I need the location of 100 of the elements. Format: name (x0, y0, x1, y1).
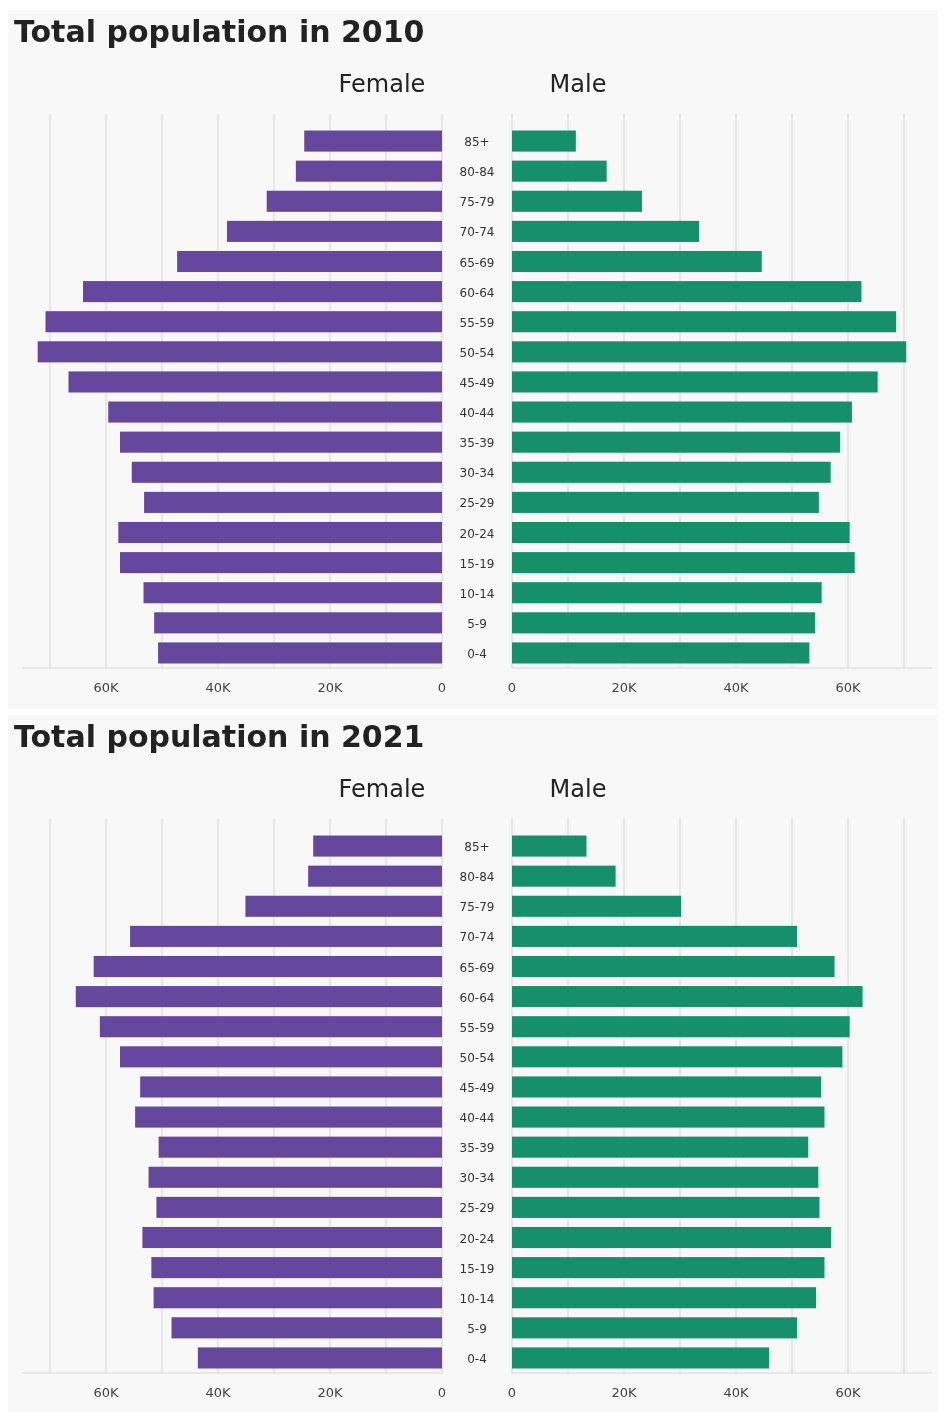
bar (512, 491, 819, 513)
bar (226, 220, 442, 242)
bar (313, 835, 442, 857)
bar (120, 1046, 442, 1068)
chart-subtitle: Male (549, 775, 607, 803)
bar (158, 642, 442, 664)
bar (512, 895, 682, 917)
x-tick-label: 20K (611, 1385, 637, 1400)
bar (512, 190, 642, 212)
x-tick-label: 60K (93, 1385, 119, 1400)
bar (512, 431, 841, 453)
x-tick-label: 0 (507, 680, 517, 695)
chart-title: Total population in 2021 (14, 719, 425, 754)
bar (512, 1226, 832, 1249)
bar (156, 1196, 442, 1218)
y-tick-label: 20-24 (459, 526, 495, 541)
bar (512, 582, 822, 604)
y-tick-label: 5-9 (467, 616, 487, 631)
x-tick-label: 40K (723, 1385, 749, 1400)
bar (45, 311, 442, 333)
y-tick-label: 70-74 (459, 225, 495, 240)
bar (131, 461, 442, 483)
bar (512, 835, 587, 857)
bar (148, 1166, 442, 1188)
bar (151, 1257, 442, 1279)
y-tick-label: 20-24 (459, 1231, 495, 1246)
x-tick-label: 60K (93, 680, 119, 695)
bar (83, 281, 442, 303)
bar (512, 220, 700, 242)
y-tick-label: 40-44 (459, 1111, 495, 1126)
bar (512, 1347, 770, 1369)
bar (512, 865, 616, 887)
bar (142, 1226, 442, 1249)
bar (512, 341, 907, 363)
y-tick-label: 80-84 (459, 165, 495, 180)
y-tick-label: 0-4 (467, 1351, 487, 1366)
bar (120, 552, 442, 574)
bar (512, 986, 863, 1008)
y-tick-label: 45-49 (459, 1080, 495, 1095)
x-tick-label: 0 (437, 1385, 447, 1400)
bar (177, 250, 442, 273)
chart-subtitle: Male (549, 70, 607, 98)
y-tick-label: 15-19 (459, 1261, 495, 1276)
bar (295, 160, 442, 182)
x-tick-label: 0 (507, 1385, 517, 1400)
bar (304, 130, 442, 152)
x-tick-label: 20K (317, 680, 343, 695)
y-tick-label: 60-64 (459, 285, 495, 300)
bar (512, 1046, 843, 1068)
bar (512, 371, 878, 393)
x-tick-label: 40K (723, 680, 749, 695)
y-tick-label: 75-79 (459, 195, 495, 210)
x-tick-label: 40K (205, 680, 231, 695)
bar (108, 401, 442, 423)
bar (143, 582, 442, 604)
x-tick-label: 0 (437, 680, 447, 695)
y-tick-label: 60-64 (459, 990, 495, 1005)
bar (512, 1016, 850, 1038)
bar (120, 431, 442, 453)
bar (245, 895, 442, 917)
bar (99, 1016, 442, 1038)
bar (75, 986, 442, 1008)
bar (154, 612, 442, 634)
bar (512, 955, 835, 978)
x-tick-label: 20K (611, 680, 637, 695)
y-tick-label: 70-74 (459, 930, 495, 945)
bar (135, 1106, 442, 1128)
x-tick-label: 20K (317, 1385, 343, 1400)
bar (512, 1287, 817, 1309)
bar (266, 190, 442, 212)
bar (118, 521, 442, 544)
y-tick-label: 40-44 (459, 406, 495, 421)
bar (512, 521, 850, 544)
bar (512, 281, 862, 303)
y-tick-label: 65-69 (459, 255, 495, 270)
y-tick-label: 25-29 (459, 1201, 495, 1216)
chart-subtitle: Female (338, 775, 426, 803)
y-tick-label: 35-39 (459, 1141, 495, 1156)
bar (512, 1106, 825, 1128)
x-tick-label: 60K (835, 1385, 861, 1400)
bar (512, 130, 576, 152)
bar (153, 1287, 442, 1309)
y-tick-label: 10-14 (459, 1291, 495, 1306)
y-tick-label: 5-9 (467, 1321, 487, 1336)
bar (512, 642, 810, 664)
y-tick-label: 10-14 (459, 586, 495, 601)
bar (512, 1257, 825, 1279)
bar (130, 925, 442, 947)
bar (512, 1076, 822, 1098)
bar (512, 612, 815, 634)
y-tick-label: 0-4 (467, 646, 487, 661)
chart-subtitle: Female (338, 70, 426, 98)
bar (197, 1347, 442, 1369)
y-tick-label: 50-54 (459, 345, 495, 360)
y-tick-label: 85+ (464, 840, 490, 855)
y-tick-label: 45-49 (459, 375, 495, 390)
y-tick-label: 30-34 (459, 466, 495, 481)
bar (512, 401, 852, 423)
y-tick-label: 55-59 (459, 1020, 495, 1035)
y-tick-label: 75-79 (459, 900, 495, 915)
